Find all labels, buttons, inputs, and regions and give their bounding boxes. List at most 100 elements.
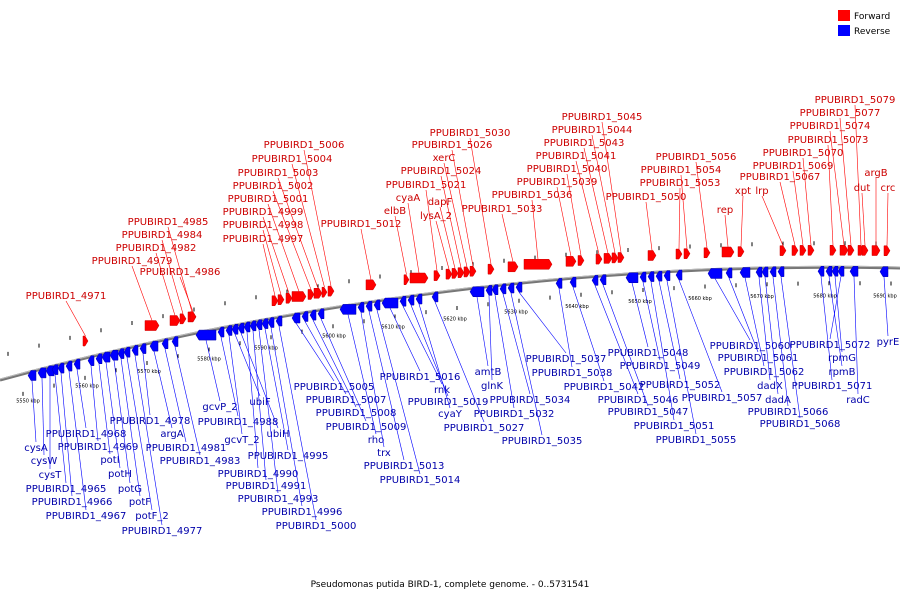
forward-gene-arrow[interactable]: [291, 291, 307, 302]
reverse-gene-arga[interactable]: argA: [149, 340, 184, 440]
reverse-gene-arrow[interactable]: [777, 266, 785, 277]
forward-gene-arrow[interactable]: [829, 244, 837, 256]
reverse-gene-arrow[interactable]: [267, 317, 275, 328]
forward-gene-arrow[interactable]: [307, 289, 315, 300]
reverse-gene-gcvp-2[interactable]: gcvP_2: [195, 329, 238, 413]
reverse-gene-ppubird1-5013[interactable]: PPUBIRD1_5013: [364, 300, 445, 472]
reverse-gene-ppubird1-5032[interactable]: PPUBIRD1_5032: [474, 284, 555, 420]
forward-gene-arrow[interactable]: [617, 252, 625, 263]
reverse-gene-arrow[interactable]: [171, 336, 179, 347]
reverse-gene-arrow[interactable]: [849, 266, 859, 277]
reverse-gene-arrow[interactable]: [255, 319, 263, 330]
reverse-gene-trx[interactable]: trx: [357, 302, 391, 459]
reverse-gene-arrow[interactable]: [399, 295, 407, 307]
reverse-gene-rho[interactable]: rho: [339, 304, 384, 446]
reverse-gene-arrow[interactable]: [499, 283, 507, 295]
reverse-gene-arrow[interactable]: [739, 267, 751, 278]
forward-gene-arrow[interactable]: [611, 252, 619, 264]
reverse-gene-ppubird1-4993[interactable]: PPUBIRD1_4993: [238, 319, 319, 505]
forward-gene-ppubird1-4986[interactable]: PPUBIRD1_4986: [140, 267, 221, 322]
reverse-gene-ppubird1-4977[interactable]: PPUBIRD1_4977: [122, 345, 203, 537]
forward-gene-arrow[interactable]: [277, 294, 285, 305]
reverse-gene-arrow[interactable]: [101, 351, 111, 363]
reverse-gene-ppubird1-4968[interactable]: PPUBIRD1_4968: [46, 358, 127, 440]
reverse-gene-arrow[interactable]: [591, 275, 599, 286]
reverse-gene-ppubird1-5049[interactable]: PPUBIRD1_5049: [620, 271, 701, 372]
reverse-gene-arrow[interactable]: [57, 362, 65, 374]
reverse-gene-ppubird1-5052[interactable]: PPUBIRD1_5052: [640, 270, 721, 391]
forward-gene-arrow[interactable]: [507, 261, 519, 273]
reverse-gene-ppubird1-5007[interactable]: PPUBIRD1_5007: [301, 311, 386, 406]
forward-gene-arrow[interactable]: [321, 286, 328, 298]
reverse-gene-arrow[interactable]: [109, 349, 119, 361]
forward-gene-arrow[interactable]: [737, 246, 745, 257]
reverse-gene-arrow[interactable]: [675, 269, 683, 281]
forward-gene-arrow[interactable]: [595, 253, 603, 265]
reverse-gene-arrow[interactable]: [339, 304, 357, 315]
forward-gene-arrow[interactable]: [603, 253, 613, 264]
forward-gene-ppubird1-5030[interactable]: PPUBIRD1_5030: [430, 128, 511, 275]
forward-gene-arrow[interactable]: [523, 259, 553, 270]
forward-gene-ppubird1-5067[interactable]: PPUBIRD1_5067: [740, 172, 821, 256]
reverse-gene-arrow[interactable]: [663, 270, 671, 281]
forward-gene-ppubird1-5045[interactable]: PPUBIRD1_5045: [562, 112, 643, 263]
forward-gene-arrow[interactable]: [179, 313, 187, 325]
reverse-gene-ppubird1-5071[interactable]: PPUBIRD1_5071: [792, 266, 873, 392]
reverse-gene-arrow[interactable]: [555, 278, 563, 289]
forward-gene-xerc[interactable]: xerC: [433, 153, 471, 278]
forward-gene-arrow[interactable]: [451, 268, 459, 279]
forward-gene-arrow[interactable]: [791, 245, 799, 256]
forward-gene-arrow[interactable]: [487, 263, 495, 275]
reverse-gene-ppubird1-5014[interactable]: PPUBIRD1_5014: [373, 299, 460, 486]
forward-gene-ppubird1-5043[interactable]: PPUBIRD1_5043: [544, 138, 625, 264]
forward-gene-arrow[interactable]: [703, 247, 711, 259]
forward-gene-ppubird1-4997[interactable]: PPUBIRD1_4997: [223, 234, 304, 307]
reverse-gene-ppubird1-4969[interactable]: PPUBIRD1_4969: [58, 355, 139, 453]
forward-gene-ppubird1-5074[interactable]: PPUBIRD1_5074: [790, 121, 871, 256]
reverse-gene-cyay[interactable]: cyaY: [415, 293, 463, 420]
forward-gene-ppubird1-5054[interactable]: PPUBIRD1_5054: [641, 165, 722, 259]
reverse-gene-arrow[interactable]: [491, 284, 499, 295]
forward-gene-arrow[interactable]: [861, 245, 869, 256]
reverse-gene-ppubird1-4966[interactable]: PPUBIRD1_4966: [32, 362, 113, 508]
reverse-gene-arrow[interactable]: [837, 266, 845, 277]
forward-gene-ppubird1-4998[interactable]: PPUBIRD1_4998: [223, 220, 304, 305]
reverse-gene-arrow[interactable]: [485, 285, 493, 296]
reverse-gene-potf-2[interactable]: potF_2: [123, 346, 169, 522]
forward-gene-arrow[interactable]: [779, 245, 787, 256]
reverse-gene-ppubird1-5008[interactable]: PPUBIRD1_5008: [309, 309, 396, 419]
reverse-gene-ubih[interactable]: ubiH: [237, 322, 289, 440]
reverse-gene-rnk[interactable]: rnk: [399, 295, 450, 396]
reverse-gene-arrow[interactable]: [469, 286, 485, 298]
reverse-gene-arrow[interactable]: [249, 320, 257, 332]
forward-gene-arrow[interactable]: [144, 320, 160, 331]
reverse-gene-ppubird1-4991[interactable]: PPUBIRD1_4991: [226, 320, 307, 492]
forward-gene-ppubird1-5036[interactable]: PPUBIRD1_5036: [492, 190, 573, 270]
reverse-gene-arrow[interactable]: [309, 309, 317, 321]
forward-gene-arrow[interactable]: [285, 293, 293, 304]
reverse-gene-ppubird1-5051[interactable]: PPUBIRD1_5051: [634, 271, 715, 432]
reverse-gene-ppubird1-5057[interactable]: PPUBIRD1_5057: [675, 269, 762, 404]
reverse-gene-ppubird1-5016[interactable]: PPUBIRD1_5016: [380, 297, 461, 383]
forward-gene-arrow[interactable]: [169, 315, 181, 326]
forward-gene-ppubird1-5073[interactable]: PPUBIRD1_5073: [788, 135, 869, 256]
reverse-gene-ppubird1-5037[interactable]: PPUBIRD1_5037: [515, 281, 606, 365]
reverse-gene-arrow[interactable]: [243, 321, 251, 333]
forward-gene-ppubird1-5003[interactable]: PPUBIRD1_5003: [238, 168, 323, 299]
reverse-gene-arrow[interactable]: [879, 266, 889, 277]
reverse-gene-ppubird1-4996[interactable]: PPUBIRD1_4996: [262, 317, 343, 518]
reverse-gene-ppubird1-5027[interactable]: PPUBIRD1_5027: [431, 291, 524, 434]
reverse-gene-ppubird1-5068[interactable]: PPUBIRD1_5068: [760, 266, 841, 430]
reverse-gene-ubif[interactable]: ubiF: [231, 324, 271, 408]
forward-gene-rep[interactable]: rep: [717, 205, 735, 258]
reverse-gene-ppubird1-4965[interactable]: PPUBIRD1_4965: [26, 364, 107, 495]
forward-gene-ppubird1-5002[interactable]: PPUBIRD1_5002: [233, 181, 315, 300]
reverse-gene-ppubird1-4995[interactable]: PPUBIRD1_4995: [248, 318, 329, 462]
reverse-gene-ppubird1-5009[interactable]: PPUBIRD1_5009: [317, 308, 406, 433]
reverse-gene-arrow[interactable]: [149, 340, 159, 352]
reverse-gene-ppubird1-4988[interactable]: PPUBIRD1_4988: [198, 326, 279, 428]
reverse-gene-ppubird1-4978[interactable]: PPUBIRD1_4978: [110, 343, 191, 427]
reverse-gene-amtb[interactable]: amtB: [469, 286, 501, 378]
forward-gene-ppubird1-5044[interactable]: PPUBIRD1_5044: [552, 125, 633, 264]
forward-gene-arrow[interactable]: [675, 248, 683, 260]
